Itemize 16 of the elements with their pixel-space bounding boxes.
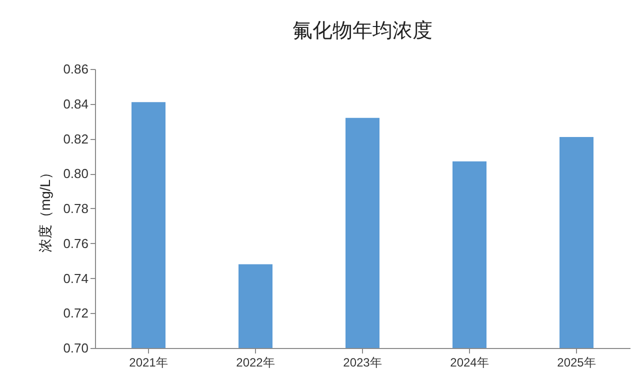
y-tick-label: 0.70 [63, 340, 88, 356]
y-tick-label: 0.74 [63, 270, 88, 286]
y-tick-label: 0.86 [63, 62, 88, 76]
x-tick-label: 2022年 [236, 356, 275, 370]
y-tick-label: 0.82 [63, 131, 88, 146]
y-tick-label: 0.72 [63, 306, 88, 321]
x-tick-label: 2023年 [343, 356, 382, 370]
x-tick-label: 2021年 [129, 356, 168, 370]
y-tick-label: 0.78 [63, 201, 88, 216]
chart-title: 氟化物年均浓度 [292, 20, 432, 42]
x-tick-label: 2025年 [557, 356, 596, 370]
y-tick-label: 0.76 [63, 236, 88, 251]
y-tick-label: 0.80 [63, 166, 88, 182]
y-tick-label: 0.84 [63, 96, 88, 112]
y-axis-title: 浓度（mg/L） [37, 165, 54, 253]
x-tick-label: 2024年 [450, 356, 489, 370]
